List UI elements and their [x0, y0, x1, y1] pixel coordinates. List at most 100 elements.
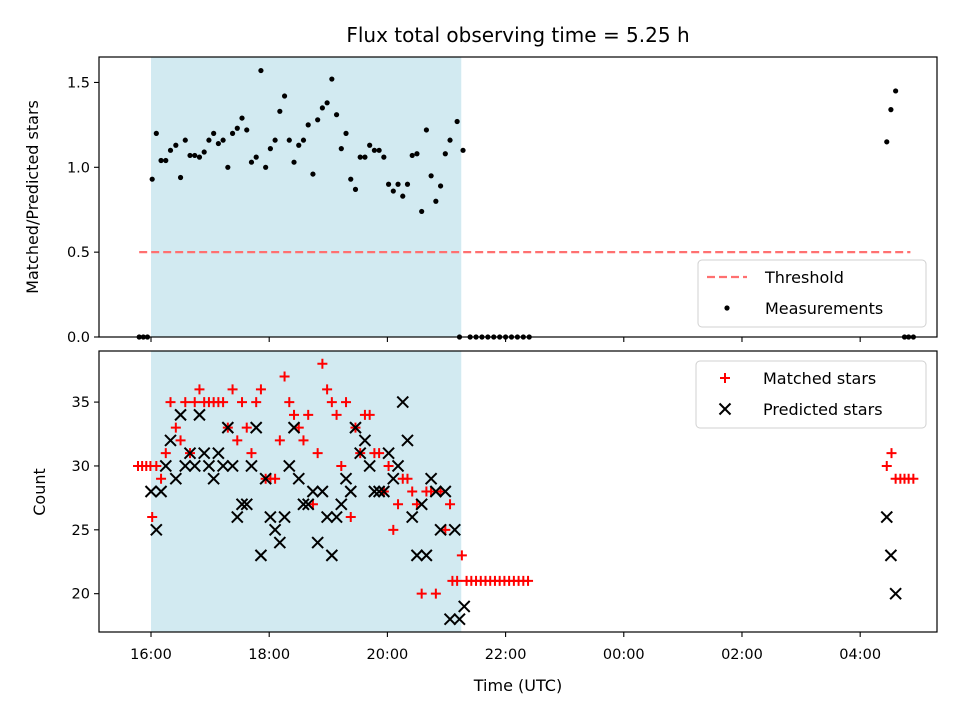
- x-tick-label: 02:00: [721, 647, 763, 663]
- data-point: [175, 435, 186, 446]
- data-point: [385, 181, 392, 187]
- data-point: [149, 176, 155, 182]
- data-point: [150, 523, 163, 537]
- data-point: [330, 510, 343, 524]
- data-point: [274, 435, 285, 446]
- data-point: [255, 384, 266, 395]
- data-point: [147, 512, 158, 523]
- data-point: [339, 472, 353, 485]
- legend-label: Predicted stars: [763, 400, 883, 419]
- data-point: [298, 435, 309, 446]
- data-point: [180, 397, 191, 408]
- data-point: [367, 142, 373, 148]
- data-point: [395, 181, 401, 187]
- x-tick-label: 20:00: [366, 647, 408, 663]
- data-point: [329, 76, 335, 82]
- data-point: [460, 147, 466, 153]
- data-point: [235, 498, 249, 511]
- legend-box: [697, 259, 927, 328]
- data-point: [248, 159, 255, 165]
- data-point: [429, 485, 443, 498]
- data-point: [221, 421, 235, 434]
- data-point: [215, 140, 221, 147]
- data-point: [391, 459, 405, 473]
- data-point: [278, 510, 291, 524]
- bottom-y-axis-label: Count: [30, 468, 49, 516]
- data-point: [407, 486, 418, 497]
- legend-label: Matched stars: [763, 369, 876, 388]
- data-point: [187, 152, 193, 159]
- data-point: [434, 523, 447, 537]
- data-point: [174, 408, 187, 422]
- data-point: [523, 575, 534, 586]
- data-point: [189, 397, 200, 408]
- data-point: [158, 157, 164, 164]
- data-point: [410, 549, 424, 562]
- data-point: [296, 142, 302, 148]
- data-point: [289, 409, 300, 420]
- chart-title: Flux total observing time = 5.25 h: [346, 23, 689, 47]
- data-point: [420, 549, 433, 562]
- data-point: [383, 460, 394, 471]
- data-point: [345, 512, 356, 523]
- data-point: [284, 397, 295, 408]
- data-point: [303, 409, 314, 420]
- data-point: [216, 459, 230, 473]
- data-point: [306, 485, 320, 498]
- data-point: [206, 137, 212, 143]
- data-point: [251, 397, 262, 408]
- data-point: [281, 93, 288, 99]
- data-point: [244, 127, 250, 133]
- data-point: [368, 485, 381, 498]
- data-point: [144, 485, 158, 498]
- data-point: [231, 510, 244, 524]
- data-point: [402, 473, 413, 484]
- y-tick-label: 1.5: [67, 75, 90, 91]
- data-point: [453, 613, 466, 626]
- data-point: [393, 499, 404, 510]
- data-point: [183, 446, 197, 460]
- data-point: [893, 88, 899, 94]
- data-point: [249, 421, 263, 434]
- data-point: [207, 472, 220, 485]
- data-point: [316, 485, 329, 498]
- data-point: [165, 397, 176, 408]
- data-point: [884, 139, 890, 145]
- data-point: [364, 409, 375, 420]
- data-point: [277, 108, 283, 114]
- x-tick-label: 18:00: [248, 647, 290, 663]
- data-point: [218, 397, 229, 408]
- legend-marker: [718, 402, 732, 416]
- data-point: [404, 181, 411, 187]
- data-point: [179, 459, 192, 473]
- data-point: [287, 421, 301, 434]
- data-point: [419, 208, 425, 215]
- data-point: [886, 448, 897, 459]
- data-point: [283, 459, 296, 473]
- data-point: [159, 459, 172, 473]
- data-point: [322, 384, 333, 395]
- data-point: [363, 459, 376, 473]
- data-point: [259, 472, 272, 485]
- data-point: [358, 434, 372, 447]
- x-axis-label: Time (UTC): [473, 676, 562, 695]
- y-tick-label: 0.0: [67, 330, 90, 346]
- data-point: [352, 186, 359, 192]
- data-point: [188, 459, 201, 473]
- data-point: [197, 446, 211, 460]
- data-point: [374, 448, 385, 459]
- data-point: [377, 485, 391, 498]
- data-point: [317, 358, 328, 369]
- y-tick-label: 30: [72, 459, 90, 475]
- observing-window-shade: [151, 57, 462, 337]
- data-point: [264, 510, 277, 524]
- data-point: [456, 550, 467, 561]
- y-tick-label: 25: [72, 523, 90, 539]
- data-point: [267, 146, 273, 152]
- data-point: [272, 137, 278, 143]
- data-point: [442, 151, 448, 157]
- legend-marker: [720, 373, 730, 383]
- y-tick-label: 0.5: [67, 245, 90, 261]
- data-point: [433, 198, 439, 204]
